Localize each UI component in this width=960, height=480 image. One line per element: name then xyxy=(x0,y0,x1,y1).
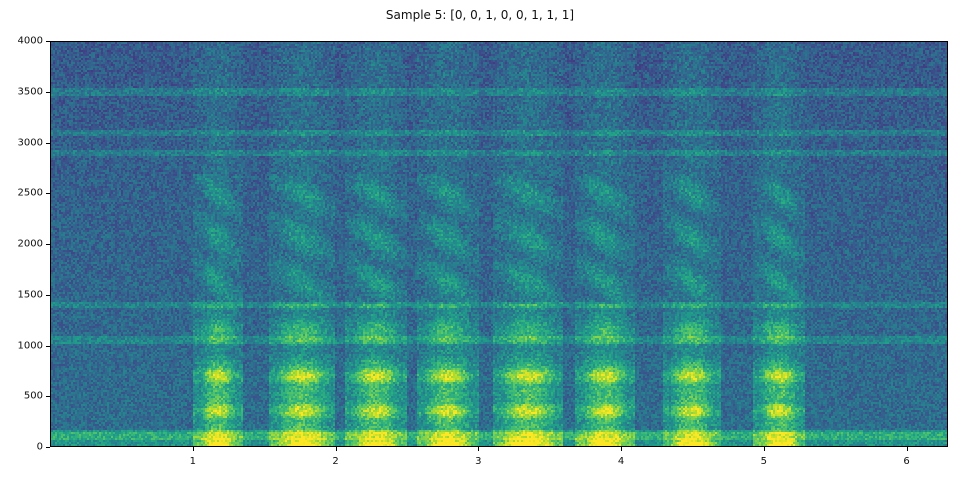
y-tick-label: 4000 xyxy=(17,35,43,47)
y-tick-mark xyxy=(46,41,50,42)
y-tick-label: 0 xyxy=(36,441,43,453)
plot-area xyxy=(50,41,948,447)
x-tick-mark xyxy=(906,447,908,451)
chart-title: Sample 5: [0, 0, 1, 0, 0, 1, 1, 1] xyxy=(385,8,575,22)
x-tick-mark xyxy=(335,447,337,451)
x-tick-mark xyxy=(478,447,480,451)
x-tick-label: 5 xyxy=(760,456,768,467)
y-tick-label: 1000 xyxy=(17,340,43,351)
x-tick-label: 1 xyxy=(189,456,196,467)
y-tick-label: 3000 xyxy=(17,137,43,148)
y-tick-mark xyxy=(46,142,50,144)
y-tick-mark xyxy=(46,91,50,93)
spectrogram-heatmap xyxy=(51,42,947,446)
y-tick-mark xyxy=(46,396,50,398)
x-tick-label: 3 xyxy=(475,456,482,467)
y-tick-label: 3500 xyxy=(17,86,43,98)
y-tick-label: 500 xyxy=(23,390,43,402)
x-tick-label: 2 xyxy=(332,456,339,467)
x-tick-label: 6 xyxy=(903,456,910,467)
y-tick-label: 1500 xyxy=(17,289,43,301)
y-tick-mark xyxy=(46,345,50,347)
x-tick-mark xyxy=(192,447,194,451)
x-tick-mark xyxy=(763,447,765,451)
y-tick-label: 2000 xyxy=(17,238,43,250)
y-tick-mark xyxy=(46,294,50,296)
y-tick-mark xyxy=(46,244,50,245)
x-tick-label: 4 xyxy=(617,456,625,467)
y-tick-mark xyxy=(46,193,50,195)
y-tick-mark xyxy=(46,447,50,448)
x-tick-mark xyxy=(621,447,623,451)
y-tick-label: 2500 xyxy=(17,187,43,199)
